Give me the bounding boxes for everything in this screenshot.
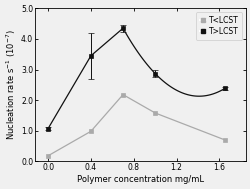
Y-axis label: Nucleation rate s$^{-1}$ (10$^{-7}$): Nucleation rate s$^{-1}$ (10$^{-7}$)	[5, 29, 18, 140]
X-axis label: Polymer concentration mg/mL: Polymer concentration mg/mL	[77, 175, 204, 184]
Legend: T<LCST, T>LCST: T<LCST, T>LCST	[195, 12, 241, 40]
